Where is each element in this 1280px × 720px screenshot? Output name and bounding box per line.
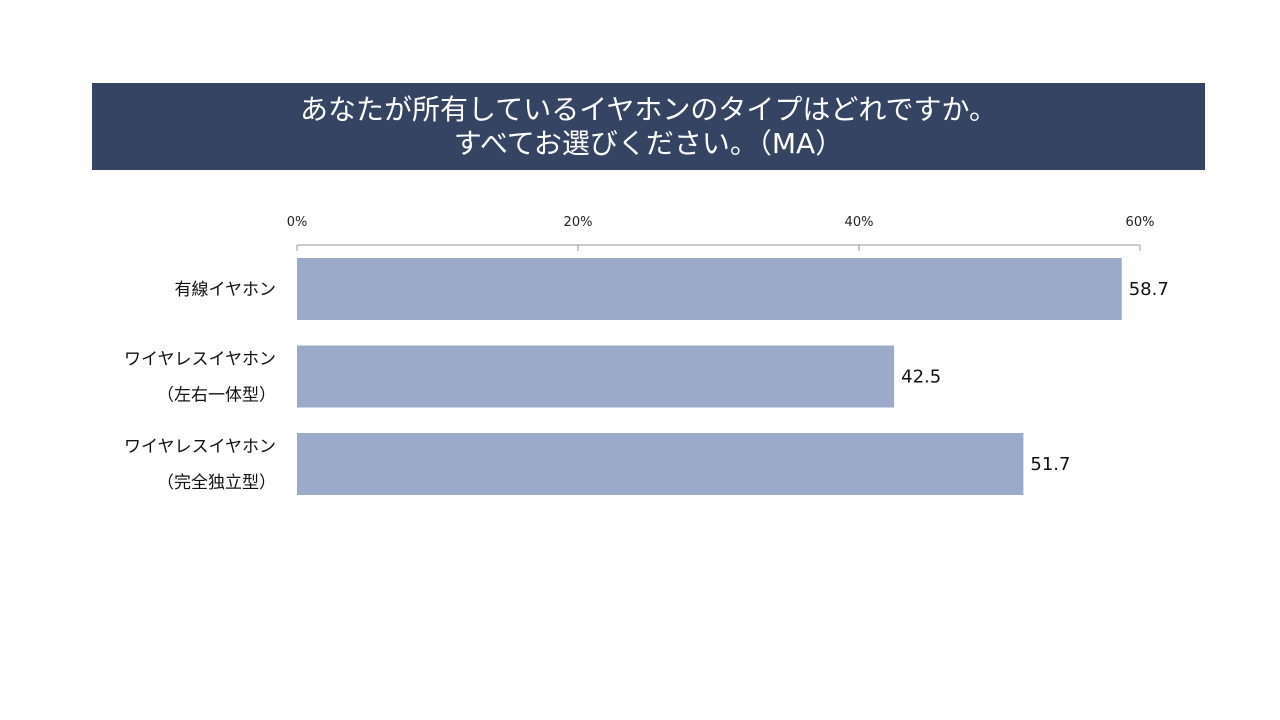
bar [297, 345, 895, 408]
category-label: ワイヤレスイヤホン [124, 350, 276, 370]
category-label: 有線イヤホン [175, 280, 277, 300]
data-label: 42.5 [901, 367, 941, 388]
chart-title-line-1: あなたが所有しているイヤホンのタイプはどれですか。 [300, 92, 997, 126]
x-tick-label: 60% [1126, 215, 1155, 230]
bar [297, 258, 1122, 320]
x-tick-label: 20% [564, 215, 593, 230]
category-label: （完全独立型） [157, 473, 276, 493]
category-label: （左右一体型） [157, 386, 276, 406]
chart-title: あなたが所有しているイヤホンのタイプはどれですか。 すべてお選びください。（MA… [92, 83, 1205, 170]
data-label: 58.7 [1129, 279, 1169, 300]
category-label: ワイヤレスイヤホン [124, 437, 276, 457]
x-tick-label: 40% [845, 215, 874, 230]
x-tick-label: 0% [287, 215, 308, 230]
data-label: 51.7 [1030, 454, 1070, 475]
bar [297, 433, 1024, 495]
chart-title-line-2: すべてお選びください。（MA） [453, 126, 844, 160]
